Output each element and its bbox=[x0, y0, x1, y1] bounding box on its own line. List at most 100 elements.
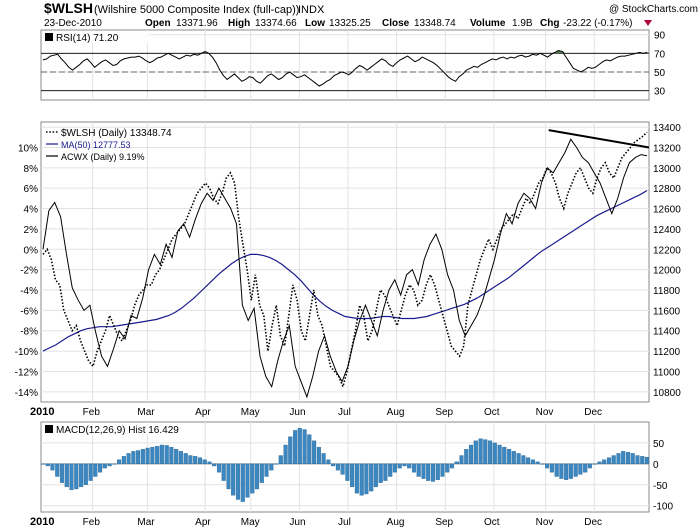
rsi-legend-swatch bbox=[45, 33, 53, 41]
pct-tick-label: 10% bbox=[18, 143, 38, 154]
macd-hist-bar bbox=[155, 446, 160, 465]
month-label: Nov bbox=[536, 407, 554, 418]
pct-tick-label: 6% bbox=[24, 184, 39, 195]
macd-hist-bar bbox=[216, 463, 222, 473]
resistance-trendline bbox=[548, 129, 650, 149]
price-tick-label: 12800 bbox=[653, 184, 681, 195]
macd-hist-bar bbox=[74, 463, 79, 490]
macd-hist-bar bbox=[621, 451, 626, 465]
macd-hist-bar bbox=[264, 463, 269, 477]
macd-hist-bar bbox=[278, 455, 283, 465]
macd-hist-bar bbox=[611, 455, 616, 465]
macd-hist-bar bbox=[235, 463, 241, 500]
month-label: Aug bbox=[387, 517, 405, 528]
macd-hist-bar bbox=[231, 463, 236, 496]
rsi-tick-label: 70 bbox=[654, 49, 666, 60]
chg-value: -23.22 (-0.17%) bbox=[563, 18, 632, 29]
macd-hist-bar bbox=[40, 463, 46, 465]
macd-hist-bar bbox=[107, 463, 112, 467]
price-tick-label: 13200 bbox=[653, 143, 681, 154]
month-label: Apr bbox=[195, 517, 211, 528]
macd-panel: 50 0 -50 -100 MACD(12,26,9) Hist 16.429 bbox=[40, 421, 673, 513]
quote-date: 23-Dec-2010 bbox=[44, 18, 102, 29]
macd-hist-bar bbox=[112, 463, 117, 465]
macd-hist-bar bbox=[321, 453, 326, 465]
macd-hist-bar bbox=[88, 463, 93, 481]
macd-hist-bar bbox=[597, 461, 602, 465]
macd-hist-bar bbox=[98, 463, 103, 473]
low-label: Low bbox=[305, 18, 325, 29]
macd-hist-bar bbox=[635, 455, 640, 465]
macd-hist-bar bbox=[150, 446, 155, 464]
macd-hist-bar bbox=[197, 457, 203, 465]
ma-legend: MA(50) 12777.53 bbox=[61, 140, 131, 150]
macd-hist-bar bbox=[378, 463, 383, 483]
macd-tick-label: 0 bbox=[653, 460, 659, 471]
macd-hist-bar bbox=[640, 456, 645, 464]
macd-hist-bar bbox=[340, 463, 345, 475]
macd-hist-bar bbox=[283, 444, 288, 464]
macd-hist-bar bbox=[473, 440, 478, 464]
chg-label: Chg bbox=[540, 18, 559, 29]
macd-hist-bar bbox=[140, 449, 145, 465]
pct-tick-label: 4% bbox=[24, 205, 39, 216]
macd-hist-bar bbox=[530, 459, 535, 465]
rsi-label: RSI(14) 71.20 bbox=[56, 33, 119, 44]
macd-hist-bar bbox=[511, 451, 516, 465]
macd-hist-bar bbox=[302, 429, 307, 464]
pct-tick-label: -4% bbox=[20, 286, 38, 297]
month-label: Jul bbox=[338, 407, 351, 418]
month-label: Aug bbox=[387, 407, 405, 418]
macd-hist-bar bbox=[644, 457, 650, 465]
macd-hist-bar bbox=[388, 463, 393, 477]
macd-legend-swatch bbox=[45, 425, 53, 433]
macd-hist-bar bbox=[468, 444, 474, 464]
index-name: (Wilshire 5000 Composite Index (full-cap… bbox=[94, 4, 299, 16]
macd-hist-bar bbox=[159, 444, 164, 464]
wlsh-price-line bbox=[42, 131, 648, 390]
acwx-line bbox=[42, 138, 648, 399]
macd-hist-bar bbox=[459, 455, 464, 465]
macd-hist-bar bbox=[193, 456, 198, 464]
macd-hist-bar bbox=[435, 463, 440, 480]
low-value: 13325.25 bbox=[329, 18, 371, 29]
price-tick-label: 11200 bbox=[653, 347, 681, 358]
month-label: Mar bbox=[137, 407, 155, 418]
macd-hist-bar bbox=[516, 453, 521, 465]
macd-hist-bar bbox=[535, 461, 540, 465]
macd-hist-bar bbox=[50, 463, 55, 471]
macd-hist-bar bbox=[136, 450, 141, 465]
exchange: INDX bbox=[298, 4, 325, 16]
month-label: 2010 bbox=[30, 516, 54, 528]
price-panel: 10% 8% 6% 4% 2% 0% -2% -4% -6% -8% -10% -12% -14% 13… bbox=[15, 121, 681, 403]
acwx-legend: ACWX (Daily) 9.19% bbox=[61, 152, 145, 162]
macd-hist-bar bbox=[373, 463, 378, 488]
macd-hist-bar bbox=[540, 463, 545, 465]
macd-hist-bar bbox=[240, 463, 245, 502]
month-label: Feb bbox=[83, 407, 101, 418]
pct-tick-label: -6% bbox=[20, 306, 38, 317]
rsi-panel: 90 70 50 30 RSI(14) 71.20 bbox=[40, 29, 666, 101]
pct-tick-label: -12% bbox=[15, 367, 38, 378]
price-tick-label: 13400 bbox=[653, 123, 681, 134]
macd-hist-bar bbox=[126, 453, 131, 465]
macd-hist-bar bbox=[64, 463, 69, 488]
macd-hist-bar bbox=[93, 463, 98, 477]
rsi-overbought-fill bbox=[203, 50, 649, 54]
macd-hist-bar bbox=[492, 442, 497, 464]
macd-hist-bar bbox=[221, 463, 226, 481]
macd-hist-bar bbox=[440, 463, 445, 477]
macd-hist-bar bbox=[293, 430, 298, 465]
macd-hist-bar bbox=[416, 463, 421, 477]
macd-hist-bar bbox=[335, 463, 340, 471]
macd-hist-bar bbox=[102, 463, 107, 469]
macd-hist-bar bbox=[549, 463, 554, 473]
symbol: $WLSH bbox=[44, 0, 93, 16]
macd-hist-bar bbox=[402, 463, 407, 467]
macd-hist-bar bbox=[83, 463, 88, 485]
macd-hist-bar bbox=[326, 459, 331, 465]
wlsh-legend: $WLSH (Daily) 13348.74 bbox=[61, 128, 172, 139]
pct-tick-label: 0% bbox=[24, 245, 39, 256]
macd-hist-bar bbox=[587, 463, 592, 469]
macd-hist-bar bbox=[502, 446, 507, 464]
